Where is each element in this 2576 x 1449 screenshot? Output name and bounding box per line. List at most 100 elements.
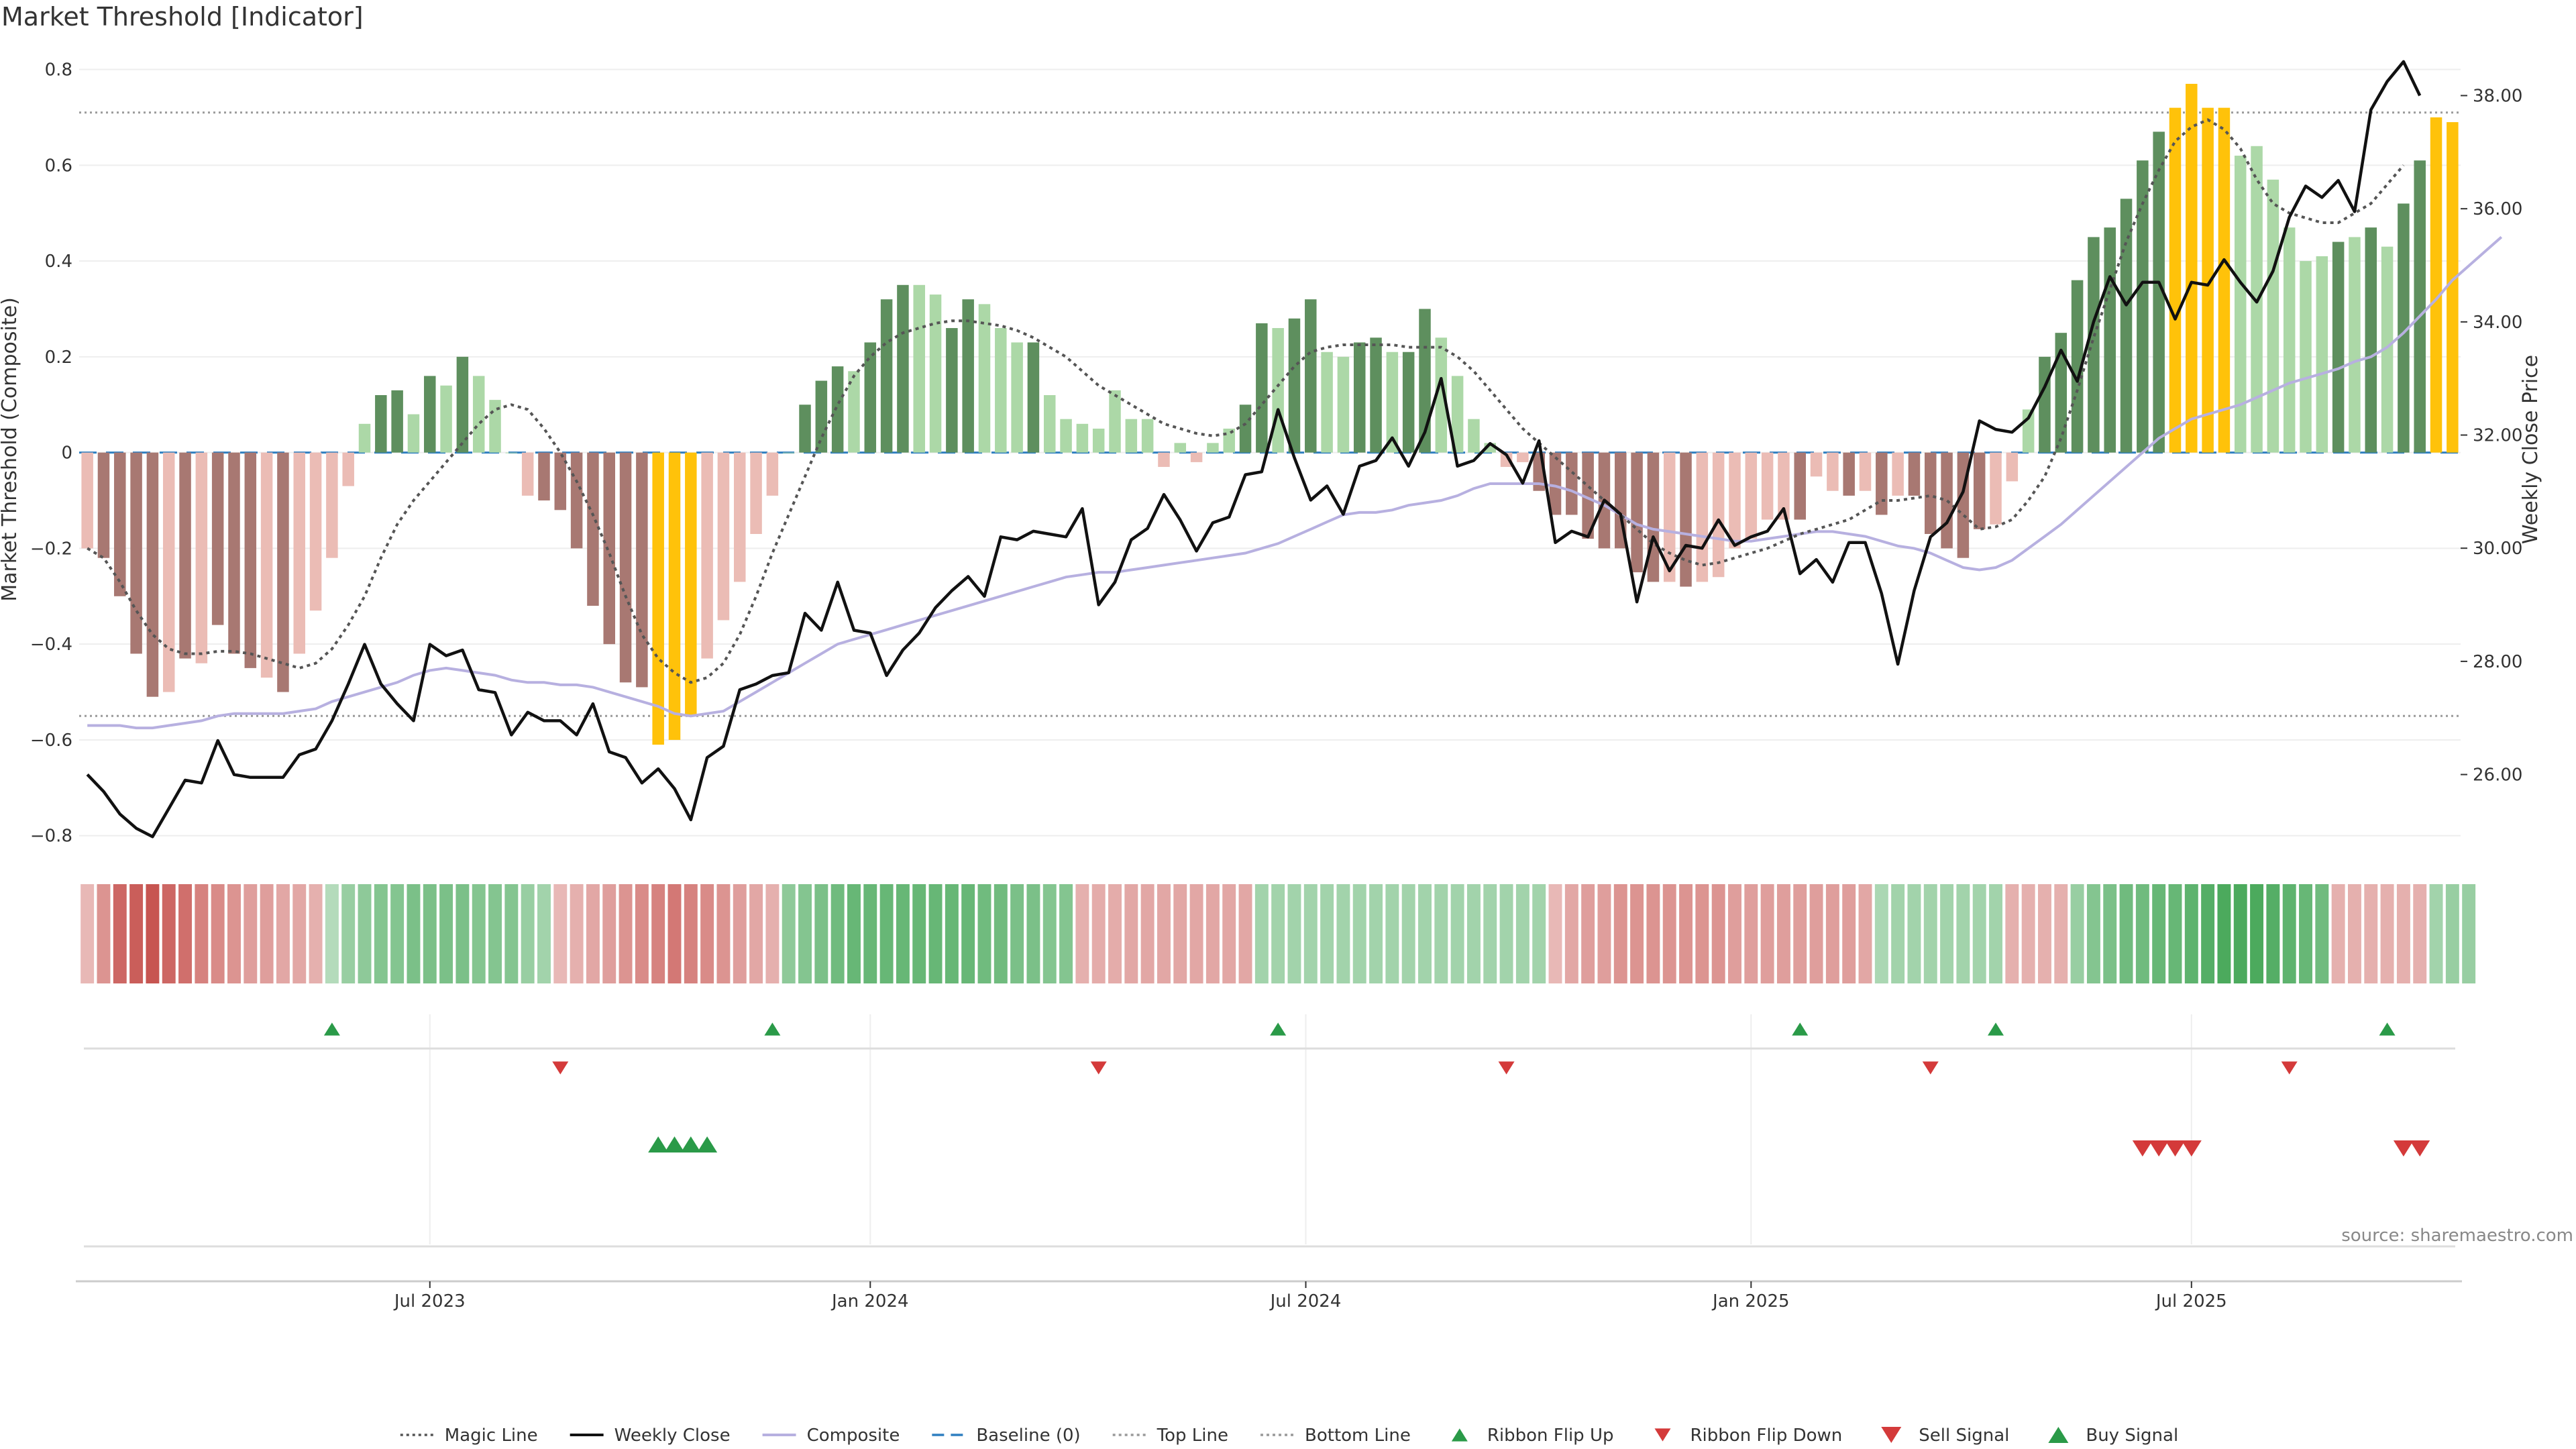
ribbon-cell xyxy=(619,884,633,983)
ribbon-cell xyxy=(1874,884,1888,983)
threshold-bar xyxy=(1027,342,1040,453)
threshold-bar xyxy=(2267,179,2279,453)
threshold-bar xyxy=(1696,452,1709,582)
sell-signal-marker xyxy=(2410,1140,2430,1157)
y2-tick-label: 26.00 xyxy=(2473,765,2522,786)
threshold-bar xyxy=(2365,227,2377,453)
ribbon-cell xyxy=(1646,884,1660,983)
ribbon-cell xyxy=(244,884,258,983)
threshold-bar xyxy=(1843,452,1855,496)
threshold-bar xyxy=(2414,160,2426,453)
threshold-bar xyxy=(2120,199,2133,453)
legend-item: Bottom Line xyxy=(1260,1426,1411,1446)
buy-signal-marker xyxy=(697,1136,718,1152)
threshold-bar xyxy=(1402,352,1415,453)
ribbon-cell xyxy=(2299,884,2312,983)
threshold-bar xyxy=(2186,83,2198,453)
ribbon-cell xyxy=(961,884,975,983)
ribbon-cell xyxy=(162,884,176,983)
threshold-bar xyxy=(2234,156,2247,453)
threshold-bar xyxy=(1109,390,1121,453)
ribbon-cell xyxy=(2168,884,2182,983)
threshold-bar xyxy=(1778,452,1790,520)
sell-signal-marker xyxy=(2132,1140,2153,1157)
ribbon-cell xyxy=(1042,884,1057,983)
y-tick-label: 0 xyxy=(61,443,72,464)
ribbon-cell xyxy=(80,884,95,983)
threshold-bar xyxy=(734,452,746,582)
ribbon-cell xyxy=(1515,884,1529,983)
threshold-bar xyxy=(2300,261,2312,453)
ribbon-cell xyxy=(2462,884,2476,983)
ribbon-cell xyxy=(1907,884,1921,983)
threshold-bar xyxy=(799,405,811,453)
threshold-bar xyxy=(1892,452,1904,496)
threshold-bar xyxy=(162,452,175,692)
ribbon-cell xyxy=(553,884,568,983)
ribbon-cell xyxy=(1075,884,1089,983)
ribbon-cell xyxy=(1352,884,1366,983)
threshold-bar xyxy=(1794,452,1806,520)
ribbon-cell xyxy=(1385,884,1399,983)
threshold-bar xyxy=(1859,452,1872,491)
y-axis-label: Market Threshold (Composite) xyxy=(0,297,21,602)
ribbon-strip xyxy=(80,884,2476,983)
ribbon-flip-down-marker xyxy=(552,1061,569,1075)
ribbon-cell xyxy=(521,884,535,983)
threshold-bar xyxy=(848,371,860,453)
threshold-bar xyxy=(309,452,322,611)
ribbon-cell xyxy=(1466,884,1481,983)
ribbon-cell xyxy=(700,884,714,983)
threshold-bar xyxy=(2381,246,2394,453)
ribbon-cell xyxy=(2315,884,2329,983)
threshold-bar xyxy=(1468,419,1480,453)
threshold-bar xyxy=(2071,280,2084,453)
x-axis: Jul 2023 Jan 2024 Jul 2024 Jan 2025 Jul 2025 xyxy=(76,1280,2462,1311)
ribbon-cell xyxy=(2445,884,2459,983)
ribbon-cell xyxy=(2331,884,2345,983)
ribbon-cell xyxy=(2364,884,2378,983)
ribbon-cell xyxy=(2217,884,2231,983)
ribbon-cell xyxy=(1124,884,1138,983)
ribbon-cell xyxy=(2086,884,2100,983)
ribbon-cell xyxy=(374,884,388,983)
threshold-bar xyxy=(472,376,485,453)
ribbon-cell xyxy=(847,884,861,983)
threshold-bar xyxy=(2104,227,2116,453)
ribbon-cell xyxy=(227,884,241,983)
threshold-bar xyxy=(1305,299,1317,453)
threshold-bar xyxy=(1060,419,1072,453)
ribbon-cell xyxy=(1940,884,1954,983)
ribbon-cell xyxy=(945,884,959,983)
ribbon-cell xyxy=(1157,884,1171,983)
threshold-bar xyxy=(2283,227,2296,453)
threshold-bar xyxy=(211,452,224,625)
ribbon-cell xyxy=(1336,884,1350,983)
ribbon-cell xyxy=(1091,884,1106,983)
ribbon-cell xyxy=(1499,884,1513,983)
legend-label: Buy Signal xyxy=(2086,1426,2178,1446)
ribbon-cell xyxy=(635,884,649,983)
y2-tick-label: 28.00 xyxy=(2473,652,2522,672)
threshold-bar xyxy=(2398,203,2410,453)
ribbon-cell xyxy=(1108,884,1122,983)
threshold-bar xyxy=(995,328,1007,453)
ribbon-cell xyxy=(1662,884,1676,983)
ribbon-cell xyxy=(896,884,910,983)
ribbon-cell xyxy=(2233,884,2247,983)
ribbon-cell xyxy=(423,884,437,983)
ribbon-cell xyxy=(1679,884,1693,983)
ribbon-cell xyxy=(1776,884,1790,983)
threshold-bar xyxy=(407,414,420,453)
ribbon-cell xyxy=(407,884,421,983)
y-tick-label: 0.8 xyxy=(45,60,72,80)
legend-item: Magic Line xyxy=(400,1426,538,1446)
y2-tick-label: 32.00 xyxy=(2473,426,2522,446)
ribbon-cell xyxy=(1173,884,1187,983)
threshold-bar xyxy=(2316,256,2328,453)
y-tick-label: −0.6 xyxy=(30,731,72,751)
y2-tick-label: 36.00 xyxy=(2473,199,2522,219)
legend-label: Top Line xyxy=(1157,1426,1228,1446)
ribbon-cell xyxy=(455,884,470,983)
